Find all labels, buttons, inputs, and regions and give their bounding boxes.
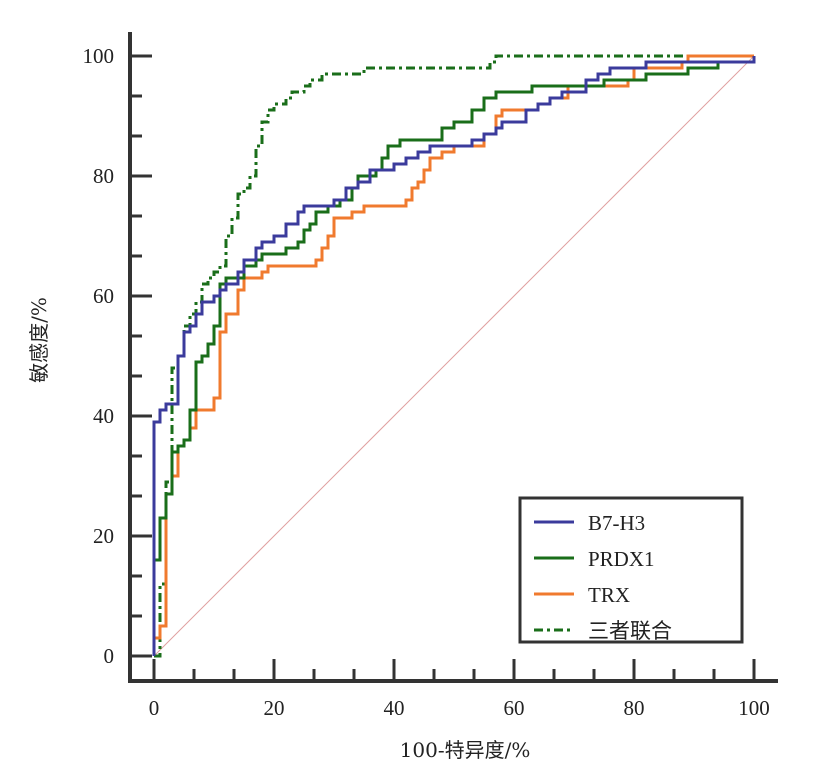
ticks-layer: 0 20 40 60 80 100 0 20 40 60 80 100 [83, 44, 770, 720]
y-tick-label: 100 [83, 44, 115, 68]
x-tick-label: 40 [384, 696, 405, 720]
legend-label: 三者联合 [588, 619, 672, 643]
legend-label: PRDX1 [588, 547, 655, 571]
series-layer [152, 54, 756, 658]
legend-label: B7-H3 [588, 511, 645, 535]
x-tick-label: 20 [264, 696, 285, 720]
reference-layer [153, 55, 755, 657]
x-tick-label: 0 [149, 696, 160, 720]
y-tick-label: 0 [104, 644, 115, 668]
x-tick-label: 80 [624, 696, 645, 720]
series-line-prdx1 [152, 56, 756, 656]
x-tick-label: 60 [504, 696, 525, 720]
x-axis-title: 100-特异度/% [400, 738, 531, 762]
y-tick-label: 40 [93, 404, 114, 428]
y-axis-title: 敏感度/% [27, 297, 51, 383]
legend: B7-H3 PRDX1 TRX 三者联合 [518, 496, 744, 644]
legend-label: TRX [588, 583, 630, 607]
x-tick-label: 100 [738, 696, 770, 720]
series-line-b7-h3 [152, 56, 756, 656]
y-tick-label: 80 [93, 164, 114, 188]
y-tick-label: 20 [93, 524, 114, 548]
reference-diagonal-line [153, 55, 755, 657]
y-tick-label: 60 [93, 284, 114, 308]
